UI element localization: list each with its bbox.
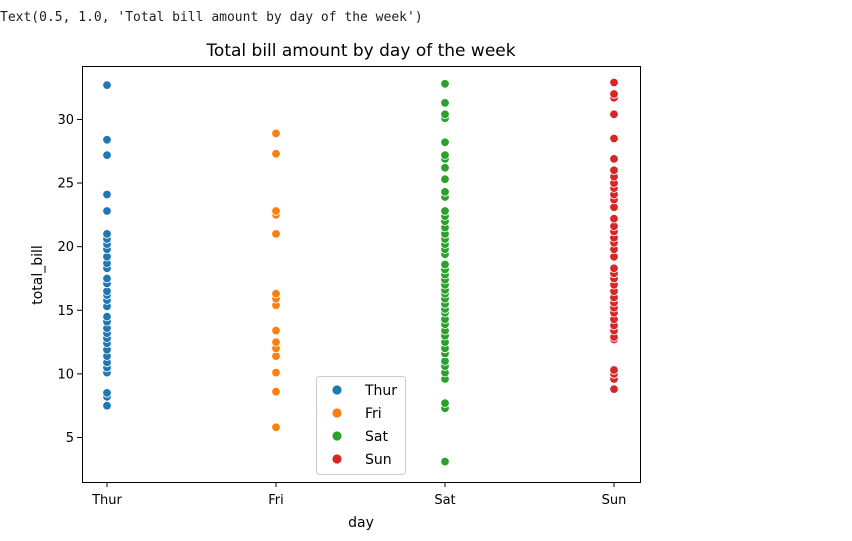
point-fri-0 xyxy=(271,422,281,433)
y-tick-label-15: 15 xyxy=(57,304,74,319)
y-tick-label-30: 30 xyxy=(57,113,74,128)
point-thur-2 xyxy=(102,388,112,398)
y-axis: 5 10 15 20 25 30 xyxy=(57,113,82,446)
point-sun-3 xyxy=(609,365,619,375)
point-thur-28 xyxy=(102,189,112,200)
x-axis-label: day xyxy=(348,515,374,531)
point-sun-0 xyxy=(609,384,619,394)
point-sun-33 xyxy=(609,133,619,144)
legend-marker-sat xyxy=(331,430,343,442)
point-fri-12 xyxy=(271,206,281,216)
point-sat-36 xyxy=(440,174,450,184)
point-thur-29 xyxy=(102,150,112,160)
point-thur-27 xyxy=(102,206,112,216)
x-tick-label-thur: Thur xyxy=(91,493,122,508)
point-sat-33 xyxy=(440,206,450,216)
point-thur-30 xyxy=(102,135,112,145)
legend-marker-sun xyxy=(331,453,343,465)
point-thur-0 xyxy=(102,401,112,411)
point-sun-34 xyxy=(609,109,619,120)
point-thur-13 xyxy=(102,311,112,322)
point-fri-13 xyxy=(271,149,281,159)
x-tick-label-fri: Fri xyxy=(268,493,284,508)
point-sat-37 xyxy=(440,163,450,173)
point-sat-42 xyxy=(440,109,450,120)
legend: Thur Fri Sat Sun xyxy=(316,376,406,475)
point-sun-24 xyxy=(609,213,619,224)
data-points xyxy=(102,77,619,467)
y-tick-label-10: 10 xyxy=(57,367,74,382)
legend-label-fri: Fri xyxy=(365,406,382,422)
x-tick-label-sun: Sun xyxy=(602,493,627,508)
legend-label-sun: Sun xyxy=(365,452,392,468)
point-sun-37 xyxy=(609,77,619,88)
x-axis: Thur Fri Sat Sun xyxy=(91,482,626,508)
x-tick-label-sat: Sat xyxy=(434,493,455,508)
point-sat-35 xyxy=(440,187,450,197)
point-fri-14 xyxy=(271,128,281,139)
chart-title: Total bill amount by day of the week xyxy=(205,41,515,61)
output-text: Text(0.5, 1.0, 'Total bill amount by day… xyxy=(0,10,423,25)
y-tick-label-5: 5 xyxy=(66,431,74,446)
point-sat-0 xyxy=(440,456,450,467)
point-sat-40 xyxy=(440,137,450,148)
legend-label-sat: Sat xyxy=(365,429,388,445)
point-sun-32 xyxy=(609,154,619,164)
y-tick-label-25: 25 xyxy=(57,177,74,192)
point-fri-2 xyxy=(271,367,281,378)
legend-marker-thur xyxy=(331,384,343,396)
point-sun-31 xyxy=(609,165,619,176)
y-tick-label-20: 20 xyxy=(57,240,74,255)
plot-frame xyxy=(82,66,641,483)
point-sat-43 xyxy=(440,98,450,108)
point-fri-6 xyxy=(271,325,281,336)
y-axis-label: total_bill xyxy=(30,245,46,305)
point-thur-26 xyxy=(102,229,112,239)
point-sun-36 xyxy=(609,89,619,99)
legend-marker-fri xyxy=(331,407,343,419)
legend-label-thur: Thur xyxy=(364,383,397,399)
point-fri-1 xyxy=(271,387,281,397)
point-thur-19 xyxy=(102,273,112,284)
point-sat-39 xyxy=(440,150,450,160)
point-fri-10 xyxy=(271,229,281,239)
point-sat-24 xyxy=(440,259,450,270)
legend-box xyxy=(316,376,406,475)
point-thur-31 xyxy=(102,80,112,90)
point-sat-2 xyxy=(440,398,450,408)
point-fri-9 xyxy=(271,289,281,299)
point-fri-5 xyxy=(271,337,281,347)
point-sun-17 xyxy=(609,263,619,274)
point-sat-44 xyxy=(440,79,450,89)
